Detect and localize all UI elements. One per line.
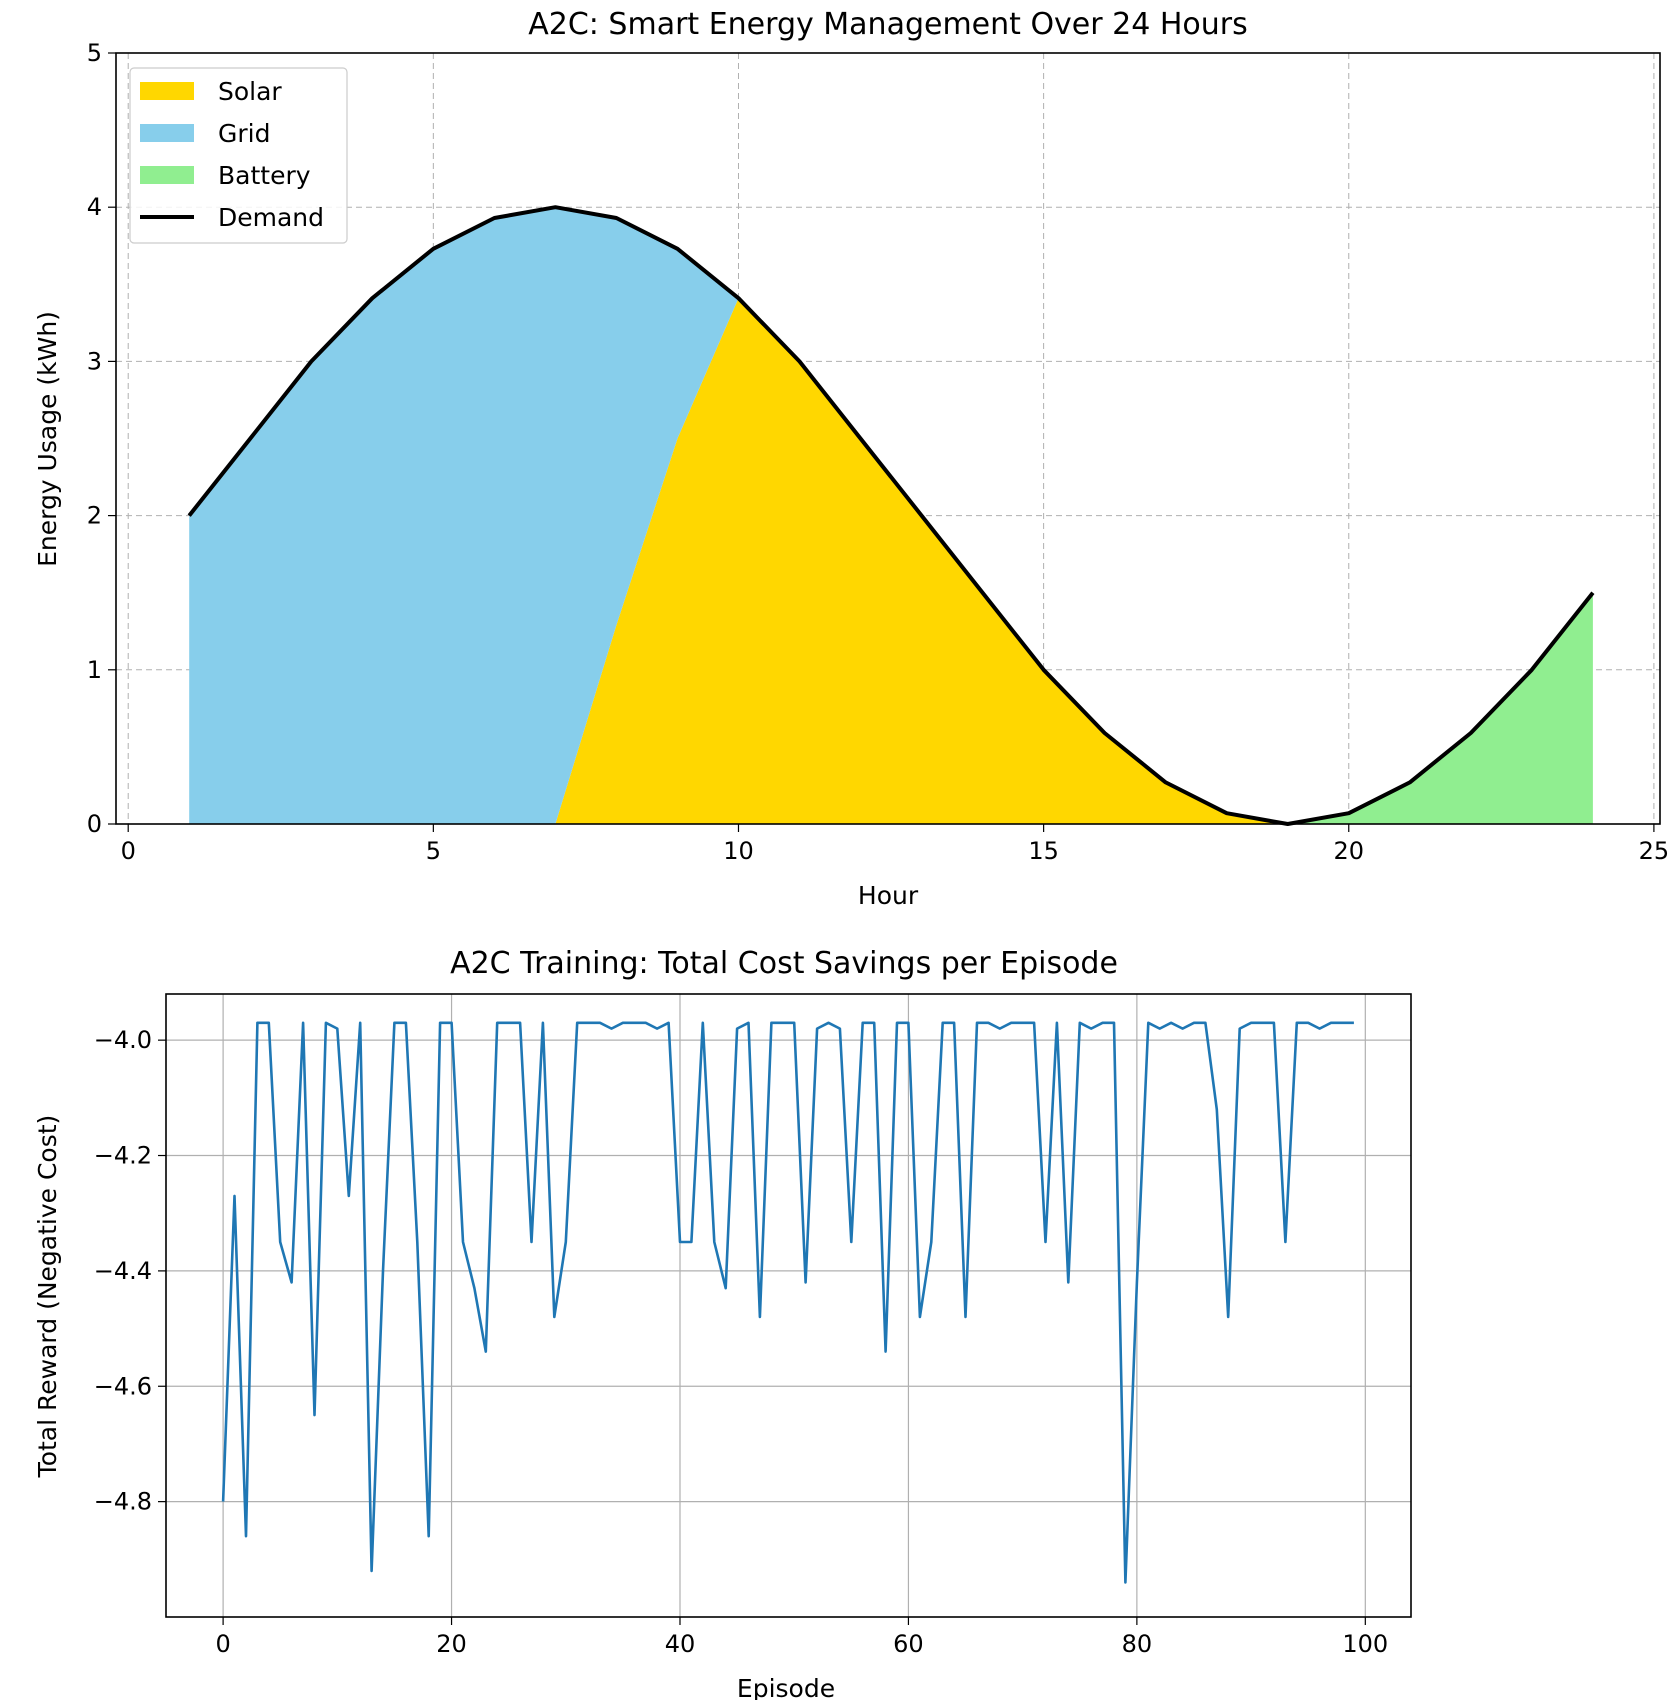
energy-y-tick-label: 1 [87, 656, 102, 684]
legend-swatch-grid [140, 124, 194, 142]
training-line-group [221, 1021, 1354, 1584]
training-plot-frame [165, 993, 1412, 1618]
legend-label-grid: Grid [218, 119, 270, 148]
energy-y-tick-label: 2 [87, 502, 102, 530]
legend-swatch-battery [140, 166, 194, 184]
energy-chart-title: A2C: Smart Energy Management Over 24 Hou… [528, 7, 1248, 42]
legend-box [129, 67, 348, 244]
legend-label-battery: Battery [218, 161, 311, 190]
reward-line [221, 1021, 1354, 1584]
energy-y-tick-label: 4 [87, 193, 102, 221]
energy-legend: Solar Grid Battery Demand [129, 67, 348, 244]
energy-x-axis-label: Hour [858, 881, 919, 910]
energy-y-tick-label: 0 [87, 810, 102, 838]
legend-swatch-solar [140, 82, 194, 100]
training-x-tick-label: 100 [1342, 1630, 1388, 1658]
training-x-tick-label: 20 [436, 1630, 467, 1658]
training-y-tick-label: −4.2 [94, 1142, 152, 1170]
energy-x-tick-label: 0 [121, 837, 136, 865]
training-x-tick-label: 40 [665, 1630, 696, 1658]
training-x-tick-label: 60 [893, 1630, 924, 1658]
legend-label-solar: Solar [218, 77, 282, 106]
training-y-tick-label: −4.8 [94, 1488, 152, 1516]
demand-line [187, 205, 1595, 826]
energy-y-ticks: 0 1 2 3 4 5 [87, 39, 116, 838]
training-x-tick-label: 0 [215, 1630, 230, 1658]
energy-x-tick-label: 10 [723, 837, 754, 865]
energy-y-tick-label: 3 [87, 347, 102, 375]
training-y-axis-label: Total Reward (Negative Cost) [33, 1115, 62, 1479]
energy-demand-line-group [187, 205, 1595, 826]
training-x-axis-label: Episode [737, 1674, 835, 1700]
training-chart: A2C Training: Total Cost Savings per Epi… [33, 946, 1412, 1700]
training-y-tick-label: −4.0 [94, 1026, 152, 1054]
legend-label-demand: Demand [218, 203, 324, 232]
training-x-tick-label: 80 [1122, 1630, 1153, 1658]
energy-chart: A2C: Smart Energy Management Over 24 Hou… [33, 7, 1669, 910]
training-y-tick-label: −4.4 [94, 1257, 152, 1285]
energy-areas [189, 207, 1593, 824]
area-solar [189, 298, 1593, 824]
training-y-ticks: −4.0 −4.2 −4.4 −4.6 −4.8 [94, 1026, 166, 1516]
training-y-tick-label: −4.6 [94, 1372, 152, 1400]
training-x-ticks: 0 20 40 60 80 100 [215, 1617, 1388, 1658]
energy-x-tick-label: 15 [1028, 837, 1059, 865]
energy-x-tick-label: 5 [426, 837, 441, 865]
area-grid [189, 207, 1593, 824]
area-battery [189, 207, 1593, 824]
training-chart-title: A2C Training: Total Cost Savings per Epi… [450, 946, 1118, 981]
energy-x-tick-label: 25 [1639, 837, 1670, 865]
energy-plot-frame [115, 52, 1661, 825]
energy-y-tick-label: 5 [87, 39, 102, 67]
energy-x-ticks: 0 5 10 15 20 25 [121, 824, 1670, 865]
energy-x-tick-label: 20 [1333, 837, 1364, 865]
energy-y-axis-label: Energy Usage (kWh) [33, 311, 62, 567]
